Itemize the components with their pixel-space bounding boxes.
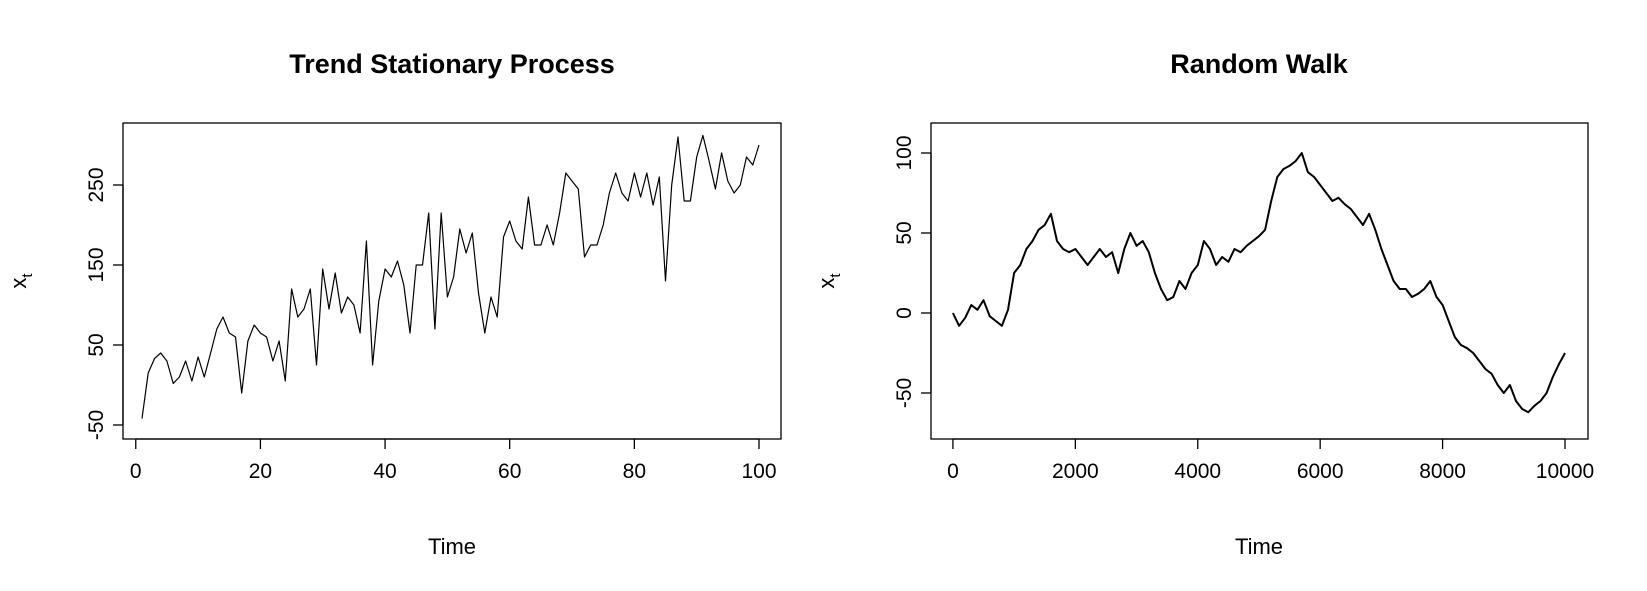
x-tick-label: 0 [947, 460, 959, 483]
x-tick-label: 8000 [1419, 460, 1466, 483]
chart-title: Random Walk [1170, 49, 1349, 79]
series-line [953, 153, 1565, 412]
y-axis: -50 0 50 100 [893, 135, 931, 408]
y-tick-label: -50 [893, 378, 916, 408]
y-tick-label: 100 [893, 135, 916, 170]
x-axis-label: Time [1235, 534, 1283, 559]
series-line [142, 135, 759, 418]
series-group [953, 153, 1565, 412]
chart-title: Trend Stationary Process [289, 49, 615, 79]
x-tick-label: 10000 [1536, 460, 1594, 483]
y-tick-label: 50 [85, 333, 108, 356]
x-tick-label: 40 [373, 460, 396, 483]
y-axis-label: xt [814, 273, 844, 289]
series-group [142, 135, 759, 418]
x-tick-label: 20 [249, 460, 272, 483]
y-axis: -50 50 150 250 [85, 167, 123, 440]
y-tick-label: 50 [893, 221, 916, 244]
y-tick-label: -50 [85, 410, 108, 440]
y-tick-label: 150 [85, 247, 108, 282]
x-axis-label: Time [428, 534, 476, 559]
chart-panel-trend-stationary: Trend Stationary Process Time xt 0 20 40 60… [6, 49, 781, 559]
y-tick-label: 0 [893, 307, 916, 319]
x-tick-label: 6000 [1297, 460, 1344, 483]
x-tick-label: 60 [498, 460, 521, 483]
x-tick-label: 2000 [1052, 460, 1099, 483]
chart-panel-random-walk: Random Walk Time xt 0 2000 4000 6000 8000 100… [814, 49, 1594, 559]
x-tick-label: 80 [623, 460, 646, 483]
x-tick-label: 100 [741, 460, 776, 483]
plot-frame [931, 123, 1588, 439]
x-axis: 0 2000 4000 6000 8000 10000 [947, 439, 1594, 483]
x-axis: 0 20 40 60 80 100 [130, 439, 777, 483]
y-axis-label: xt [6, 273, 36, 289]
x-tick-label: 4000 [1174, 460, 1221, 483]
y-tick-label: 250 [85, 167, 108, 202]
x-tick-label: 0 [130, 460, 142, 483]
